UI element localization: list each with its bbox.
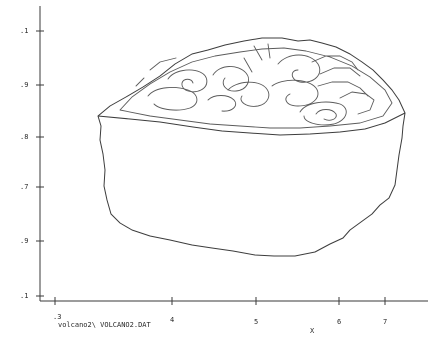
contour-line: [167, 69, 208, 93]
contour-line: [207, 95, 237, 112]
contour-line: [135, 57, 177, 87]
x-tick-label: 6: [337, 318, 341, 326]
x-ticks: [54, 297, 386, 305]
contour-line: [339, 91, 375, 115]
x-tick-label: 7: [383, 318, 387, 326]
contour-line: [212, 66, 249, 92]
y-tick-label: .9: [20, 81, 28, 89]
y-ticks: [36, 30, 44, 297]
volcano-top-rim: [97, 37, 406, 136]
contour-line: [277, 54, 321, 83]
y-tick-label: .8: [20, 133, 28, 141]
contour-line: [271, 79, 319, 107]
contour-line: [227, 81, 270, 107]
x-tick-label: .3: [53, 313, 61, 321]
contour-line: [311, 55, 359, 71]
y-tick-label: .1: [20, 292, 28, 300]
contour-line: [319, 67, 361, 77]
x-tick-labels: .3 4 5 6 7: [53, 313, 387, 326]
contour-line: [315, 109, 337, 121]
contour-line: [243, 43, 271, 73]
y-tick-labels: .1 .9 .8 .7 .9 .1: [20, 27, 28, 300]
contour-line: [119, 47, 393, 129]
x-tick-label: 5: [254, 318, 258, 326]
contour-line: [147, 87, 198, 111]
contour-line: [299, 101, 347, 126]
volcano-body-outline: [97, 112, 406, 257]
y-tick-label: .1: [20, 27, 28, 35]
surface-contours: [119, 43, 393, 129]
data-file-caption: volcano2\ VOLCANO2.DAT: [58, 321, 152, 329]
y-tick-label: .7: [20, 183, 28, 191]
x-axis-label: X: [310, 327, 315, 335]
y-tick-label: .9: [20, 237, 28, 245]
contour-line: [317, 81, 369, 97]
x-tick-label: 4: [170, 316, 174, 324]
